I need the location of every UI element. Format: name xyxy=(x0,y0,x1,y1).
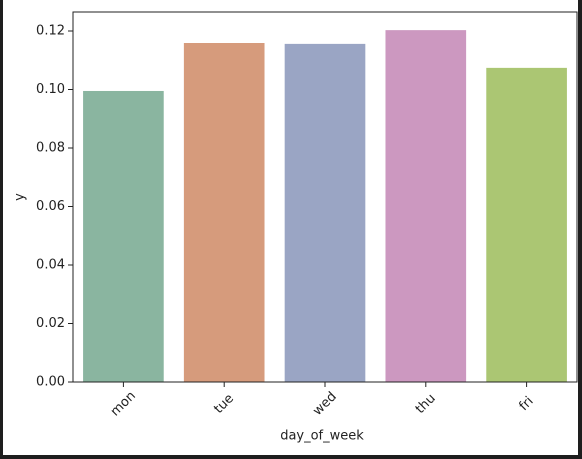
bar xyxy=(83,90,164,383)
y-tick-label: 0.10 xyxy=(36,82,65,97)
plot-frame xyxy=(72,11,578,383)
bar xyxy=(183,43,265,382)
x-axis-label: day_of_week xyxy=(280,429,364,444)
y-tick-label: 0.00 xyxy=(36,375,65,390)
y-tick-label: 0.06 xyxy=(36,199,65,214)
y-tick-label: 0.02 xyxy=(36,316,65,331)
y-tick-label: 0.08 xyxy=(36,141,65,156)
y-tick-label: 0.12 xyxy=(36,24,65,39)
y-tick-label: 0.04 xyxy=(36,258,65,273)
bar xyxy=(284,43,366,383)
bar xyxy=(385,30,467,382)
bar xyxy=(486,67,567,383)
y-axis-label: y xyxy=(13,193,28,201)
